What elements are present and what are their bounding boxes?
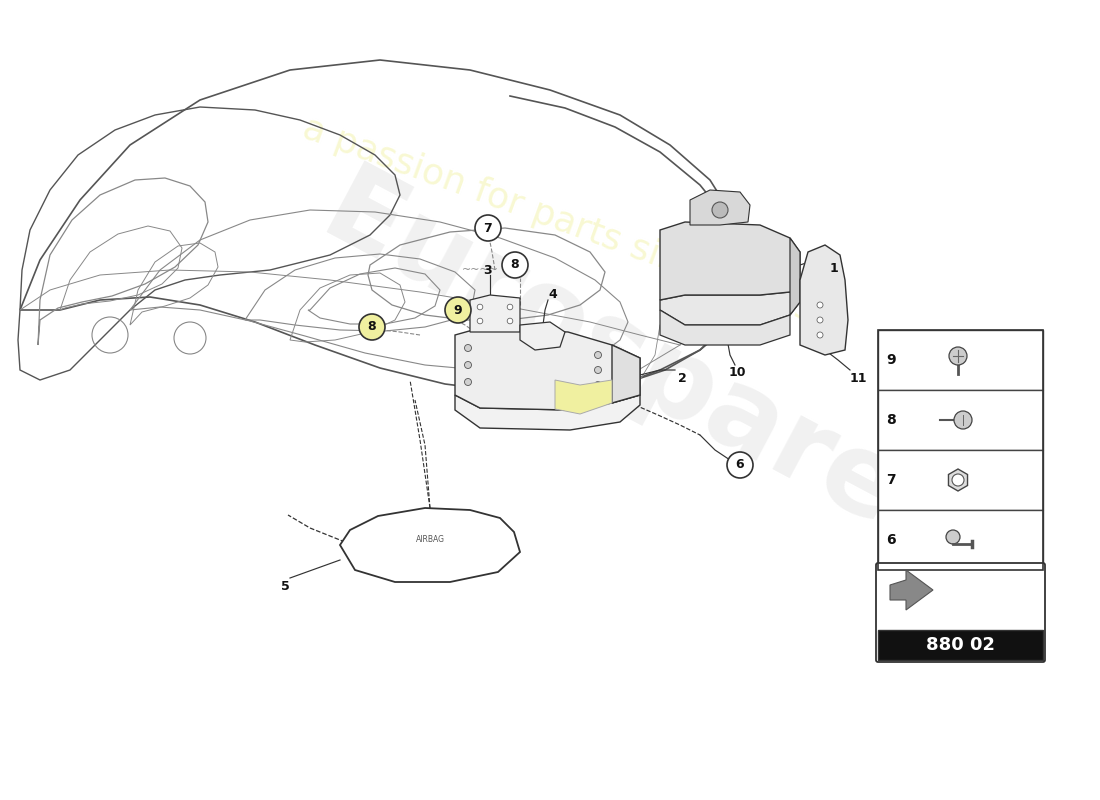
Text: 6: 6 bbox=[736, 458, 745, 471]
Circle shape bbox=[477, 318, 483, 324]
Polygon shape bbox=[660, 310, 790, 345]
Text: 8: 8 bbox=[367, 321, 376, 334]
Text: 9: 9 bbox=[887, 353, 895, 367]
Text: 8: 8 bbox=[887, 413, 895, 427]
Bar bbox=[878, 330, 1043, 390]
Polygon shape bbox=[800, 245, 848, 355]
Polygon shape bbox=[470, 295, 520, 332]
FancyBboxPatch shape bbox=[876, 563, 1045, 662]
Text: 11: 11 bbox=[850, 371, 868, 385]
Polygon shape bbox=[660, 222, 800, 302]
Polygon shape bbox=[660, 292, 800, 325]
Circle shape bbox=[949, 347, 967, 365]
Circle shape bbox=[507, 304, 513, 310]
Text: 8: 8 bbox=[510, 258, 519, 271]
Circle shape bbox=[946, 530, 960, 544]
Polygon shape bbox=[556, 380, 612, 414]
Circle shape bbox=[817, 332, 823, 338]
Circle shape bbox=[507, 318, 513, 324]
Text: 4: 4 bbox=[548, 287, 557, 301]
Polygon shape bbox=[948, 469, 968, 491]
Circle shape bbox=[952, 474, 964, 486]
Polygon shape bbox=[455, 395, 640, 430]
Circle shape bbox=[594, 351, 602, 358]
Circle shape bbox=[954, 411, 972, 429]
Text: AIRBAG: AIRBAG bbox=[416, 535, 444, 545]
Polygon shape bbox=[340, 508, 520, 582]
Circle shape bbox=[817, 302, 823, 308]
Circle shape bbox=[712, 202, 728, 218]
Text: Eurospares: Eurospares bbox=[305, 158, 976, 582]
Text: ~~~~: ~~~~ bbox=[462, 265, 498, 275]
Text: 6: 6 bbox=[887, 533, 895, 547]
Polygon shape bbox=[612, 345, 640, 403]
Polygon shape bbox=[455, 328, 640, 410]
Text: 7: 7 bbox=[484, 222, 493, 234]
Circle shape bbox=[502, 252, 528, 278]
Circle shape bbox=[727, 452, 754, 478]
Text: 1: 1 bbox=[830, 262, 838, 274]
Text: 7: 7 bbox=[887, 473, 895, 487]
Text: 3: 3 bbox=[483, 263, 492, 277]
Polygon shape bbox=[690, 190, 750, 225]
Text: 2: 2 bbox=[678, 371, 686, 385]
Bar bbox=[878, 390, 1043, 450]
Text: 9: 9 bbox=[453, 303, 462, 317]
Bar bbox=[878, 330, 1043, 570]
Polygon shape bbox=[790, 238, 800, 315]
Text: 5: 5 bbox=[280, 579, 289, 593]
Text: a passion for parts since 1985: a passion for parts since 1985 bbox=[298, 110, 822, 330]
Circle shape bbox=[477, 304, 483, 310]
Circle shape bbox=[464, 345, 472, 351]
Circle shape bbox=[446, 297, 471, 323]
Circle shape bbox=[464, 378, 472, 386]
Circle shape bbox=[359, 314, 385, 340]
Text: 880 02: 880 02 bbox=[926, 636, 996, 654]
Circle shape bbox=[594, 366, 602, 374]
Bar bbox=[878, 630, 1043, 660]
Bar bbox=[878, 510, 1043, 570]
Text: 10: 10 bbox=[728, 366, 746, 378]
Circle shape bbox=[817, 317, 823, 323]
Bar bbox=[878, 450, 1043, 510]
Circle shape bbox=[594, 382, 602, 389]
Polygon shape bbox=[520, 322, 565, 350]
Circle shape bbox=[464, 362, 472, 369]
Circle shape bbox=[475, 215, 500, 241]
Polygon shape bbox=[890, 570, 933, 610]
